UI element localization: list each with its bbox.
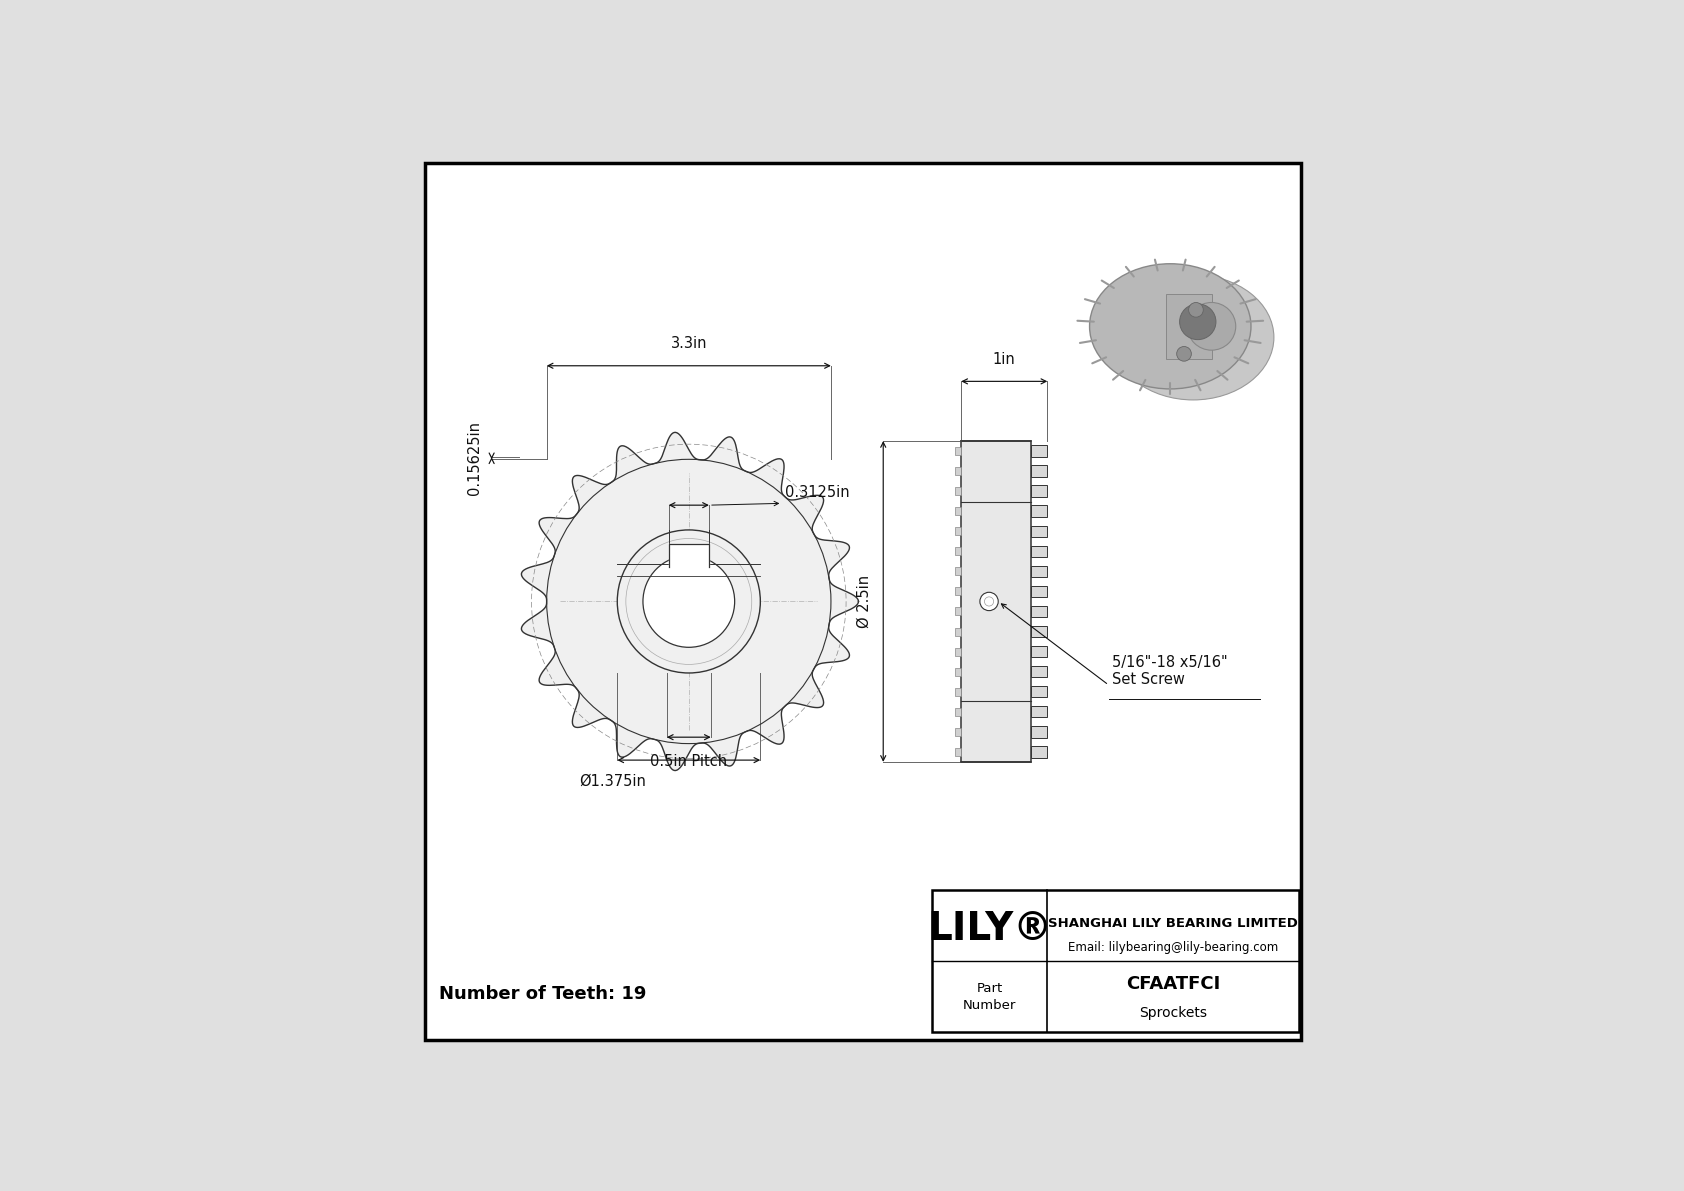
Circle shape (1189, 303, 1204, 317)
Text: 0.15625in: 0.15625in (468, 422, 482, 495)
Bar (1031, 666, 1047, 678)
Bar (955, 587, 962, 596)
Text: LILY®: LILY® (928, 910, 1052, 948)
Bar (1031, 545, 1047, 557)
Circle shape (618, 530, 761, 673)
Text: Number of Teeth: 19: Number of Teeth: 19 (440, 985, 647, 1003)
Bar (955, 707, 962, 716)
Text: 5/16"-18 x5/16"
Set Screw: 5/16"-18 x5/16" Set Screw (1111, 655, 1228, 687)
Polygon shape (522, 432, 859, 771)
Bar (1031, 466, 1047, 476)
Bar (955, 607, 962, 616)
Ellipse shape (1090, 263, 1251, 389)
Ellipse shape (1187, 303, 1236, 350)
Text: Sprockets: Sprockets (1138, 1005, 1207, 1019)
Bar (955, 548, 962, 555)
Bar (1031, 525, 1047, 537)
Bar (955, 528, 962, 535)
Bar (1031, 505, 1047, 517)
Text: 0.5in Pitch: 0.5in Pitch (650, 754, 727, 768)
Bar (1031, 486, 1047, 497)
Text: CFAATFCI: CFAATFCI (1127, 975, 1221, 993)
Bar (931, 891, 1298, 1033)
Bar (955, 628, 962, 636)
Bar (955, 668, 962, 675)
Ellipse shape (1179, 304, 1216, 339)
Bar (1031, 606, 1047, 617)
Bar (1031, 706, 1047, 717)
Text: 3.3in: 3.3in (670, 336, 707, 351)
Text: Part
Number: Part Number (963, 981, 1015, 1012)
Ellipse shape (1113, 275, 1273, 400)
Text: SHANGHAI LILY BEARING LIMITED: SHANGHAI LILY BEARING LIMITED (1047, 917, 1298, 929)
Bar (955, 567, 962, 575)
Text: Email: lilybearing@lily-bearing.com: Email: lilybearing@lily-bearing.com (1068, 941, 1278, 954)
Polygon shape (669, 543, 709, 567)
Bar (955, 487, 962, 495)
Bar (1031, 586, 1047, 597)
Bar (1165, 293, 1211, 360)
Bar (955, 507, 962, 516)
Bar (1031, 646, 1047, 657)
Circle shape (980, 592, 999, 611)
Bar (1031, 566, 1047, 578)
Bar (1031, 727, 1047, 737)
Bar (1031, 686, 1047, 698)
Text: 1in: 1in (994, 351, 1015, 367)
Bar (955, 728, 962, 736)
Bar (955, 467, 962, 475)
Circle shape (1177, 347, 1191, 361)
Bar (962, 441, 1031, 762)
Bar (955, 447, 962, 455)
Bar (1031, 445, 1047, 456)
Text: 0.3125in: 0.3125in (785, 485, 850, 500)
Bar (1031, 625, 1047, 637)
Circle shape (643, 555, 734, 648)
Bar (955, 748, 962, 756)
Bar (955, 648, 962, 655)
Bar (955, 687, 962, 696)
Text: Ø 2.5in: Ø 2.5in (855, 575, 871, 628)
Bar (1031, 747, 1047, 757)
Text: Ø1.375in: Ø1.375in (579, 774, 647, 788)
